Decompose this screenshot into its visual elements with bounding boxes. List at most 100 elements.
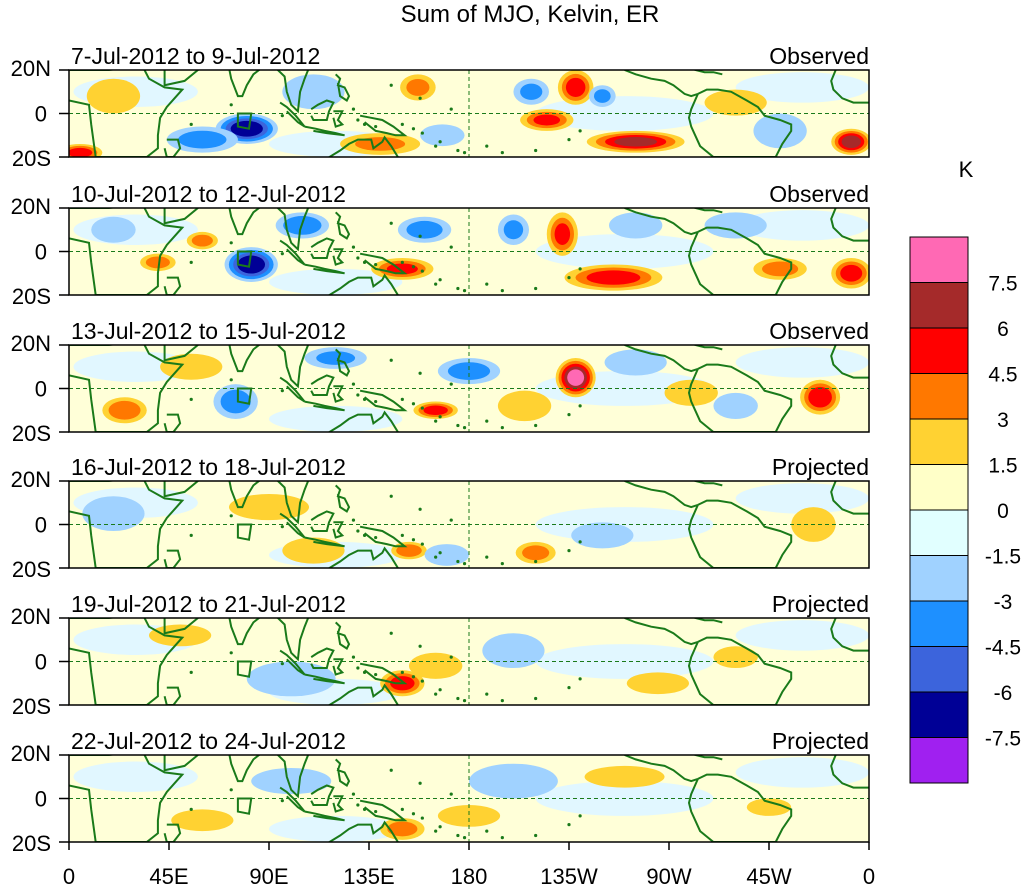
- island: [362, 122, 367, 126]
- island: [434, 144, 438, 148]
- island: [485, 282, 489, 286]
- island: [534, 423, 538, 428]
- contour-feature: [316, 351, 356, 365]
- contour-band: [735, 757, 869, 788]
- contour-feature: [406, 78, 430, 96]
- coastline: [228, 70, 261, 98]
- island: [534, 696, 538, 701]
- island: [534, 286, 538, 291]
- island: [351, 518, 356, 522]
- coastline: [279, 101, 306, 128]
- coastline: [327, 820, 399, 842]
- island: [500, 289, 504, 293]
- contour-feature: [762, 261, 799, 277]
- island: [189, 533, 193, 537]
- island: [362, 533, 367, 537]
- island: [229, 788, 233, 792]
- y-tick-label: 20N: [11, 331, 51, 356]
- island: [374, 399, 378, 404]
- y-tick-label: 0: [35, 102, 47, 127]
- coastline: [624, 208, 699, 236]
- island: [567, 823, 571, 827]
- chart-title: Sum of MJO, Kelvin, ER: [400, 1, 660, 28]
- contour-feature: [246, 661, 336, 697]
- contour-feature: [567, 369, 585, 386]
- contour-feature: [594, 89, 611, 103]
- coastline: [359, 252, 408, 275]
- island: [578, 404, 582, 408]
- colorbar-label: -7.5: [985, 728, 1021, 751]
- island: [356, 118, 360, 122]
- island: [280, 252, 284, 256]
- island: [356, 803, 360, 807]
- island: [456, 833, 460, 838]
- island: [400, 122, 404, 126]
- island: [438, 688, 442, 692]
- panel-5: [69, 618, 869, 705]
- coastline: [163, 481, 200, 498]
- coastline: [624, 70, 699, 98]
- coastline: [830, 618, 869, 652]
- island: [500, 562, 504, 566]
- island: [389, 221, 393, 225]
- coastline: [687, 226, 793, 295]
- island: [351, 245, 356, 249]
- island: [456, 286, 460, 291]
- island: [362, 260, 367, 264]
- colorbar-swatch: [909, 555, 969, 602]
- island: [567, 686, 571, 690]
- island: [411, 538, 416, 542]
- contour-band: [735, 620, 869, 651]
- island: [351, 382, 356, 386]
- coastline: [327, 135, 399, 157]
- colorbar-label: 0: [997, 500, 1009, 523]
- y-tick-label: 20S: [12, 284, 51, 309]
- panel-status: Observed: [769, 43, 869, 69]
- island: [449, 107, 453, 111]
- coastline: [687, 499, 793, 568]
- island: [434, 419, 438, 423]
- coastline: [830, 345, 869, 379]
- contour-feature: [437, 805, 501, 827]
- panel-status: Projected: [772, 591, 869, 617]
- contour-feature: [160, 353, 223, 380]
- colorbar-label: -3: [994, 591, 1013, 614]
- contour-feature: [229, 494, 309, 521]
- contour-band: [735, 347, 869, 378]
- island: [280, 389, 284, 393]
- island: [229, 651, 233, 655]
- island: [374, 124, 378, 129]
- island: [374, 262, 378, 267]
- y-tick-label: 20S: [12, 831, 51, 856]
- x-tick-label: 90W: [646, 864, 691, 889]
- y-tick-label: 20S: [12, 421, 51, 446]
- contour-feature: [171, 809, 234, 832]
- island: [389, 768, 393, 772]
- panel-status: Projected: [772, 728, 869, 754]
- coastline: [335, 348, 351, 377]
- island: [449, 655, 453, 659]
- contour-feature: [584, 765, 665, 788]
- contour-feature: [841, 135, 861, 149]
- panel-period: 10-Jul-2012 to 12-Jul-2012: [71, 181, 346, 207]
- panel-2: [69, 208, 869, 295]
- contour-feature: [69, 147, 93, 157]
- contour-feature: [387, 821, 418, 837]
- coastline: [310, 99, 335, 121]
- contour-feature: [482, 633, 545, 669]
- coastline: [624, 618, 699, 646]
- island: [567, 413, 571, 417]
- island: [578, 814, 582, 818]
- y-tick-label: 0: [35, 377, 47, 402]
- coastline: [279, 786, 306, 813]
- coastline: [335, 758, 351, 787]
- coastline: [279, 512, 306, 539]
- island: [578, 129, 582, 133]
- coastline: [163, 70, 200, 87]
- island: [420, 269, 424, 273]
- contour-band: [269, 815, 403, 842]
- coastline: [304, 400, 345, 412]
- coastline: [163, 686, 182, 705]
- y-tick-label: 20S: [12, 146, 51, 171]
- coastline: [279, 376, 306, 403]
